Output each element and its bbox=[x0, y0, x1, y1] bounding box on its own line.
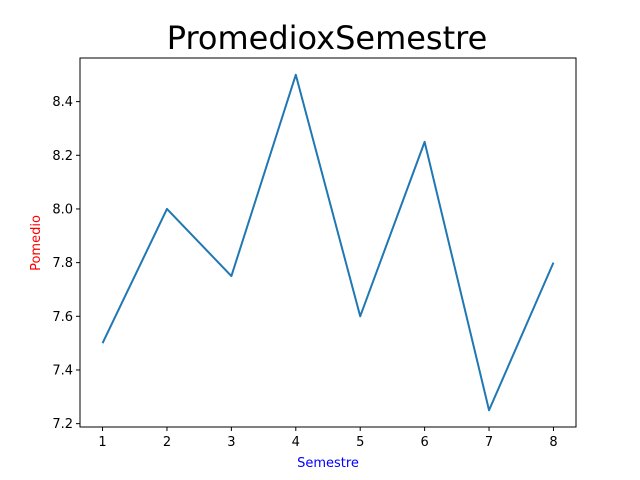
chart-title: PromedioxSemestre bbox=[167, 19, 488, 57]
x-tick-label: 3 bbox=[227, 435, 235, 450]
y-tick-label: 8.0 bbox=[52, 202, 73, 217]
plot-area-frame bbox=[79, 57, 577, 428]
x-tick-label: 8 bbox=[549, 435, 557, 450]
x-tick-label: 6 bbox=[420, 435, 428, 450]
x-tick-label: 7 bbox=[485, 435, 493, 450]
y-tick-label: 7.6 bbox=[52, 310, 73, 325]
y-tick-label: 8.2 bbox=[52, 149, 73, 164]
y-tick-label: 7.4 bbox=[52, 363, 73, 378]
y-axis-ticks: 7.2 7.4 7.6 7.8 8.0 8.2 8.4 bbox=[52, 95, 80, 432]
y-axis-label: Pomedio bbox=[29, 215, 44, 271]
x-tick-label: 1 bbox=[98, 435, 106, 450]
x-tick-label: 5 bbox=[356, 435, 364, 450]
x-axis-ticks: 1 2 3 4 5 6 7 8 bbox=[98, 427, 558, 450]
x-axis-label: Semestre bbox=[297, 456, 359, 471]
y-tick-label: 7.8 bbox=[52, 256, 73, 271]
series-line bbox=[101, 73, 555, 412]
x-tick-label: 2 bbox=[163, 435, 171, 450]
x-tick-label: 4 bbox=[292, 435, 300, 450]
y-tick-label: 7.2 bbox=[52, 417, 73, 432]
y-tick-label: 8.4 bbox=[52, 95, 73, 110]
